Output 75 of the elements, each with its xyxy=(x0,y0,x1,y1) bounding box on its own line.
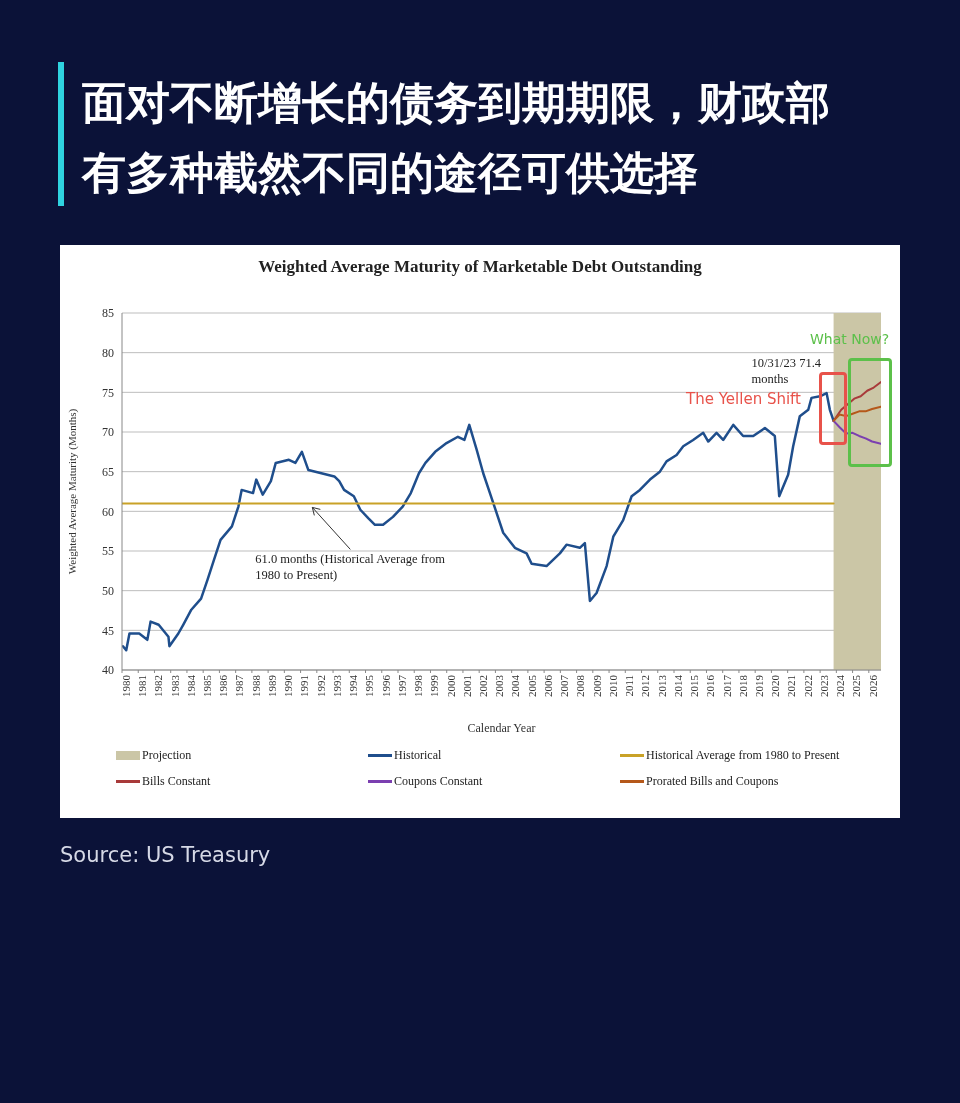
chart-title: 面对不断增长的债务到期期限，财政部有多种截然不同的途径可供选择 xyxy=(82,76,831,200)
x-tick-label: 2008 xyxy=(574,674,587,697)
y-tick-label: 50 xyxy=(102,583,114,598)
y-tick-label: 75 xyxy=(102,385,114,400)
x-tick-label: 1994 xyxy=(347,674,360,697)
x-tick-label: 2012 xyxy=(639,675,652,697)
x-tick-label: 1989 xyxy=(265,674,278,697)
source-note: Source: US Treasury xyxy=(60,843,271,867)
y-tick-label: 80 xyxy=(102,345,114,360)
x-tick-label: 2019 xyxy=(752,674,765,697)
x-tick-label: 2013 xyxy=(655,674,668,697)
x-tick-label: 1982 xyxy=(152,675,165,697)
x-tick-label: 1993 xyxy=(330,674,343,697)
y-axis-title: Weighted Average Maturity (Months) xyxy=(65,408,79,575)
x-tick-label: 2007 xyxy=(558,674,571,697)
y-tick-label: 45 xyxy=(102,623,114,638)
x-tick-label: 2021 xyxy=(785,675,798,697)
x-tick-label: 1992 xyxy=(314,675,327,697)
annotation: 61.0 months (Historical Average from 1980 to Present) xyxy=(255,551,446,584)
legend-label: Bills Constant xyxy=(142,774,211,789)
x-tick-label: 1990 xyxy=(282,674,295,697)
x-tick-label: 2020 xyxy=(769,674,782,697)
x-tick-label: 2009 xyxy=(590,674,603,697)
x-tick-label: 1985 xyxy=(200,674,213,697)
x-tick-label: 2022 xyxy=(801,675,814,697)
y-tick-label: 55 xyxy=(102,544,114,559)
x-tick-label: 1987 xyxy=(233,674,246,697)
x-tick-label: 2018 xyxy=(736,674,749,697)
x-tick-label: 1988 xyxy=(249,674,262,697)
y-tick-label: 60 xyxy=(102,504,114,519)
legend-label: Historical xyxy=(394,748,442,763)
legend-label: Historical Average from 1980 to Present xyxy=(646,748,840,763)
y-tick-label: 65 xyxy=(102,464,114,479)
x-tick-label: 2002 xyxy=(476,675,489,697)
line-series xyxy=(122,391,835,652)
chart-subtitle: Weighted Average Maturity of Marketable Debt Outstanding xyxy=(257,257,703,277)
x-tick-label: 2015 xyxy=(688,674,701,697)
x-tick-label: 2011 xyxy=(623,675,636,697)
x-axis-title: Calendar Year xyxy=(467,721,536,735)
x-tick-label: 1986 xyxy=(217,674,230,697)
x-tick-label: 2024 xyxy=(834,674,847,697)
x-tick-label: 1999 xyxy=(428,674,441,697)
x-tick-label: 2023 xyxy=(817,674,830,697)
legend-label: Projection xyxy=(142,748,192,763)
legend-label: Coupons Constant xyxy=(394,774,483,789)
x-tick-label: 2001 xyxy=(460,675,473,697)
x-tick-label: 2025 xyxy=(850,674,863,697)
annotation: 10/31/23 71.4 months xyxy=(751,354,823,387)
x-tick-label: 1980 xyxy=(119,674,132,697)
x-tick-label: 2017 xyxy=(720,674,733,697)
x-tick-label: 2003 xyxy=(493,674,506,697)
x-tick-label: 1981 xyxy=(136,675,149,697)
x-tick-label: 1995 xyxy=(363,674,376,697)
y-tick-label: 70 xyxy=(102,425,114,440)
line-series xyxy=(832,381,881,422)
x-tick-label: 1997 xyxy=(395,674,408,697)
line-series xyxy=(832,419,881,445)
x-tick-label: 2006 xyxy=(541,674,554,697)
x-tick-label: 2014 xyxy=(671,674,684,697)
x-tick-label: 2004 xyxy=(509,674,522,697)
y-tick-label: 40 xyxy=(102,663,114,678)
line-series xyxy=(832,405,881,422)
x-tick-label: 1983 xyxy=(168,674,181,697)
x-tick-label: 2010 xyxy=(606,674,619,697)
annotation: The Yellen Shift xyxy=(686,390,801,408)
y-tick-label: 85 xyxy=(102,306,114,321)
legend-label: Prorated Bills and Coupons xyxy=(646,774,779,789)
x-tick-label: 2005 xyxy=(525,674,538,697)
x-tick-label: 1991 xyxy=(298,675,311,697)
x-tick-label: 1998 xyxy=(412,674,425,697)
x-tick-label: 2000 xyxy=(444,674,457,697)
x-tick-label: 1984 xyxy=(184,674,197,697)
x-tick-label: 2016 xyxy=(704,674,717,697)
x-tick-label: 2026 xyxy=(866,674,879,697)
x-tick-label: 1996 xyxy=(379,674,392,697)
